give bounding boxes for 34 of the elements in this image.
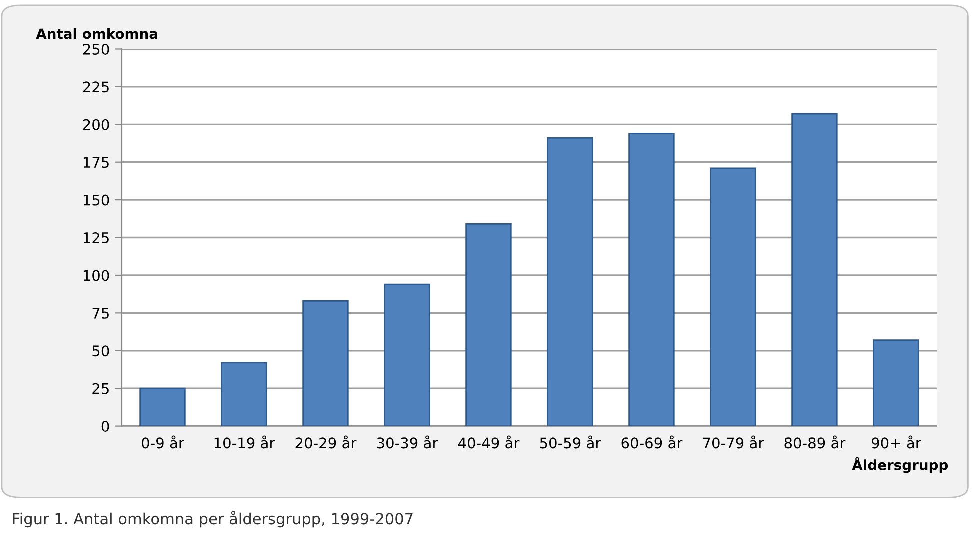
bar xyxy=(628,133,675,426)
bar xyxy=(384,284,430,426)
y-tick-label: 125 xyxy=(84,232,109,244)
bar xyxy=(792,113,838,426)
y-tick-label: 75 xyxy=(92,308,109,319)
y-tick-label: 25 xyxy=(92,383,109,394)
y-tick-label: 0 xyxy=(102,421,110,432)
y-tick-label: 175 xyxy=(84,157,109,168)
bar xyxy=(873,340,920,426)
y-axis-title: Antal omkomna xyxy=(36,28,158,40)
x-tick-label: 0-9 år xyxy=(142,436,184,449)
y-tick-label: 150 xyxy=(84,194,110,206)
y-tick-label: 50 xyxy=(92,346,110,357)
y-tick-label: 225 xyxy=(83,82,109,93)
x-axis-title: Åldersgrupp xyxy=(852,457,948,474)
bar xyxy=(302,300,349,426)
x-tick-label: 90+ år xyxy=(872,436,922,449)
x-tick-label: 50-59 år xyxy=(540,436,602,449)
x-tick-label: 70-79 år xyxy=(703,436,764,449)
y-tick-label: 200 xyxy=(83,119,110,130)
x-tick-label: 60-69 år xyxy=(622,436,683,449)
text: Figur 1. Antal omkomna per åldersgrupp, 1999-2007 xyxy=(13,511,413,528)
x-tick-label: 30-39 år xyxy=(377,436,438,449)
x-tick-label: 80-89 år xyxy=(784,436,846,449)
bar xyxy=(710,168,756,426)
y-tick-label: 250 xyxy=(83,44,110,55)
bar xyxy=(547,138,594,426)
bar xyxy=(140,388,186,426)
y-tick-label: 100 xyxy=(84,270,110,282)
bar xyxy=(221,362,268,426)
x-tick-label: 20-29 år xyxy=(296,436,357,449)
x-tick-label: 40-49 år xyxy=(458,436,520,449)
x-tick-label: 10-19 år xyxy=(214,436,276,449)
bar xyxy=(466,224,512,426)
